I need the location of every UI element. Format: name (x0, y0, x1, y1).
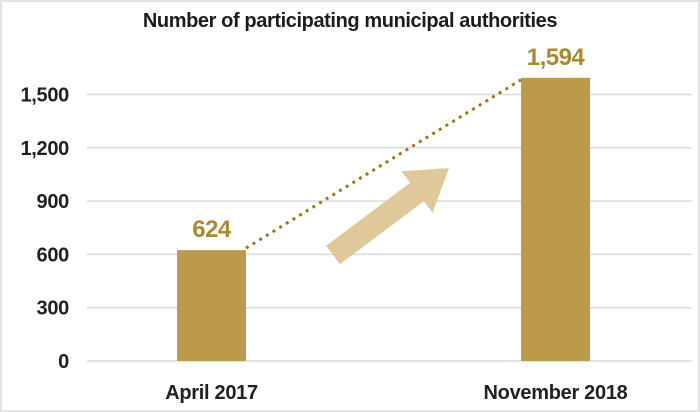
y-tick-label: 1,200 (20, 138, 69, 160)
bar-value-label: 1,594 (527, 44, 586, 71)
y-tick-label: 0 (58, 351, 69, 373)
y-tick-label: 600 (37, 244, 70, 266)
y-tick-label: 300 (37, 298, 70, 320)
growth-arrow-icon (326, 168, 449, 265)
y-tick-label: 900 (37, 191, 70, 213)
x-axis-label: April 2017 (165, 382, 258, 404)
bar-november-2018 (521, 77, 590, 362)
x-axis-label: November 2018 (484, 382, 628, 404)
chart-title: Number of participating municipal author… (142, 10, 558, 32)
y-tick-label: 1,500 (20, 85, 69, 107)
bar-value-label: 624 (192, 216, 232, 243)
bar-april-2017 (177, 250, 246, 361)
